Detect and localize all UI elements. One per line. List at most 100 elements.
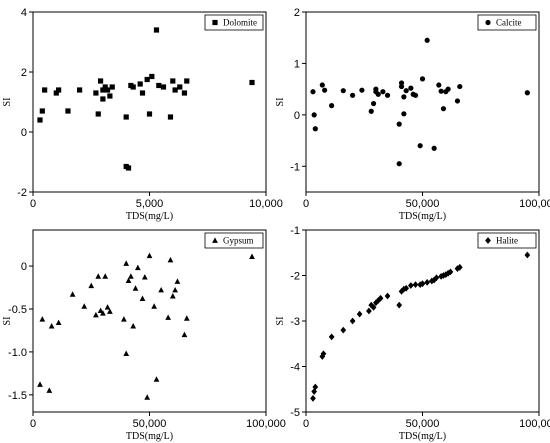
- dolomite-data-point: [184, 78, 190, 84]
- gypsum-data-point: [69, 291, 76, 297]
- calcite-data-point: [322, 87, 328, 93]
- dolomite-data-point: [100, 96, 106, 102]
- calcite-data-point: [319, 82, 325, 88]
- dolomite-data-point: [97, 78, 104, 84]
- calcite-panel: 0 50,000 100,000 -1 0 1 2 TDS(mg/L) SI Calcite: [275, 7, 550, 222]
- halite-data-point: [398, 288, 405, 295]
- halite-data-point: [370, 303, 377, 311]
- calcite-data-point: [370, 100, 377, 107]
- dolomite-data-point: [100, 87, 106, 93]
- halite-data-point: [373, 299, 379, 307]
- calcite-data-point: [310, 89, 316, 95]
- dolomite-data-point: [170, 78, 176, 84]
- halite-data-point: [319, 353, 326, 360]
- dolomite-data-point: [149, 73, 155, 80]
- gypsum-data-point: [55, 319, 62, 326]
- halite-legend-label: Halite: [496, 236, 518, 246]
- dolomite-data-point: [104, 87, 111, 93]
- halite-data-point: [320, 350, 327, 358]
- dolomite-y-tick-label: 4: [21, 7, 27, 19]
- calcite-data-point: [401, 94, 407, 100]
- dolomite-data-point: [137, 81, 143, 87]
- halite-plot-frame: [305, 229, 540, 413]
- gypsum-data-point: [48, 323, 55, 329]
- dolomite-data-point: [42, 87, 48, 93]
- halite-y-tick-label: -5: [290, 407, 300, 419]
- halite-data-point: [366, 307, 372, 315]
- calcite-y-tick-label: 1: [294, 58, 300, 70]
- dolomite-legend-marker: [212, 19, 218, 26]
- halite-data-point: [431, 276, 438, 284]
- dolomite-data-point: [160, 84, 167, 90]
- calcite-data-point: [401, 111, 407, 117]
- halite-data-point: [456, 263, 463, 271]
- dolomite-data-point: [249, 79, 255, 86]
- dolomite-data-point: [130, 84, 136, 90]
- gypsum-legend-label: Gypsum: [223, 236, 254, 246]
- dolomite-data-point: [107, 93, 113, 99]
- calcite-data-point: [329, 103, 335, 109]
- halite-data-point: [524, 251, 531, 259]
- dolomite-data-point: [95, 111, 101, 117]
- gypsum-y-tick-label: -1.5: [8, 390, 27, 402]
- dolomite-data-point: [125, 165, 132, 171]
- gypsum-data-point: [93, 311, 99, 318]
- halite-x-tick-label: 0: [303, 418, 309, 430]
- dolomite-data-point: [172, 87, 178, 93]
- halite-y-axis-label: SI: [275, 317, 286, 326]
- calcite-data-point: [398, 80, 405, 86]
- gypsum-x-tick-label: 0: [30, 418, 36, 430]
- dolomite-x-axis-label: TDS(mg/L): [126, 211, 173, 222]
- dolomite-data-point: [139, 90, 146, 96]
- gypsum-x-tick-label: 50,000: [133, 418, 167, 430]
- gypsum-data-point: [134, 264, 141, 271]
- gypsum-data-point: [95, 273, 102, 279]
- halite-data-point: [368, 301, 375, 309]
- halite-legend-box: [477, 232, 537, 249]
- dolomite-y-axis-label: SI: [2, 98, 13, 107]
- gypsum-data-point: [37, 381, 43, 387]
- dolomite-data-point: [167, 114, 174, 120]
- dolomite-legend-label: Dolomite: [223, 18, 257, 28]
- calcite-data-point: [368, 108, 374, 114]
- calcite-data-point: [384, 92, 391, 98]
- dolomite-legend-box: [204, 14, 264, 31]
- dolomite-data-point: [53, 90, 59, 96]
- dolomite-x-tick-label: 0: [30, 198, 36, 210]
- halite-panel: 0 50,000 100,000 -5 -4 -3 -2 -1 TDS(mg/L) SI Halit…: [275, 225, 550, 442]
- halite-data-point: [401, 285, 407, 293]
- halite-legend-marker: [485, 237, 491, 244]
- gypsum-data-point: [146, 252, 153, 259]
- gypsum-data-point: [130, 323, 137, 329]
- gypsum-data-point: [128, 273, 134, 279]
- calcite-data-point: [396, 121, 402, 127]
- calcite-x-tick-label: 50,000: [406, 198, 440, 210]
- calcite-data-point: [380, 89, 386, 95]
- calcite-data-point: [445, 86, 451, 92]
- calcite-data-point: [312, 126, 318, 132]
- halite-data-point: [433, 274, 440, 282]
- calcite-data-point: [524, 90, 530, 96]
- dolomite-y-tick-label: 0: [21, 127, 27, 139]
- halite-data-point: [384, 292, 391, 300]
- dolomite-plot-frame: [32, 11, 267, 193]
- gypsum-data-point: [144, 394, 151, 400]
- calcite-plot-frame: [305, 11, 540, 193]
- halite-data-point: [377, 294, 384, 302]
- gypsum-data-point: [183, 315, 190, 321]
- dolomite-data-point: [156, 82, 162, 89]
- calcite-y-tick-label: -1: [290, 161, 300, 173]
- gypsum-data-point: [107, 308, 113, 314]
- calcite-data-point: [396, 161, 402, 167]
- calcite-y-tick-label: 2: [294, 7, 300, 19]
- dolomite-data-point: [144, 76, 150, 83]
- calcite-legend-marker: [485, 19, 491, 26]
- halite-y-tick-label: -2: [290, 271, 300, 283]
- calcite-data-point: [440, 106, 447, 112]
- calcite-data-point: [419, 76, 426, 82]
- halite-x-axis-label: TDS(mg/L): [399, 431, 446, 442]
- calcite-data-point: [457, 83, 463, 90]
- gypsum-legend-marker: [212, 237, 218, 243]
- calcite-data-point: [438, 88, 444, 94]
